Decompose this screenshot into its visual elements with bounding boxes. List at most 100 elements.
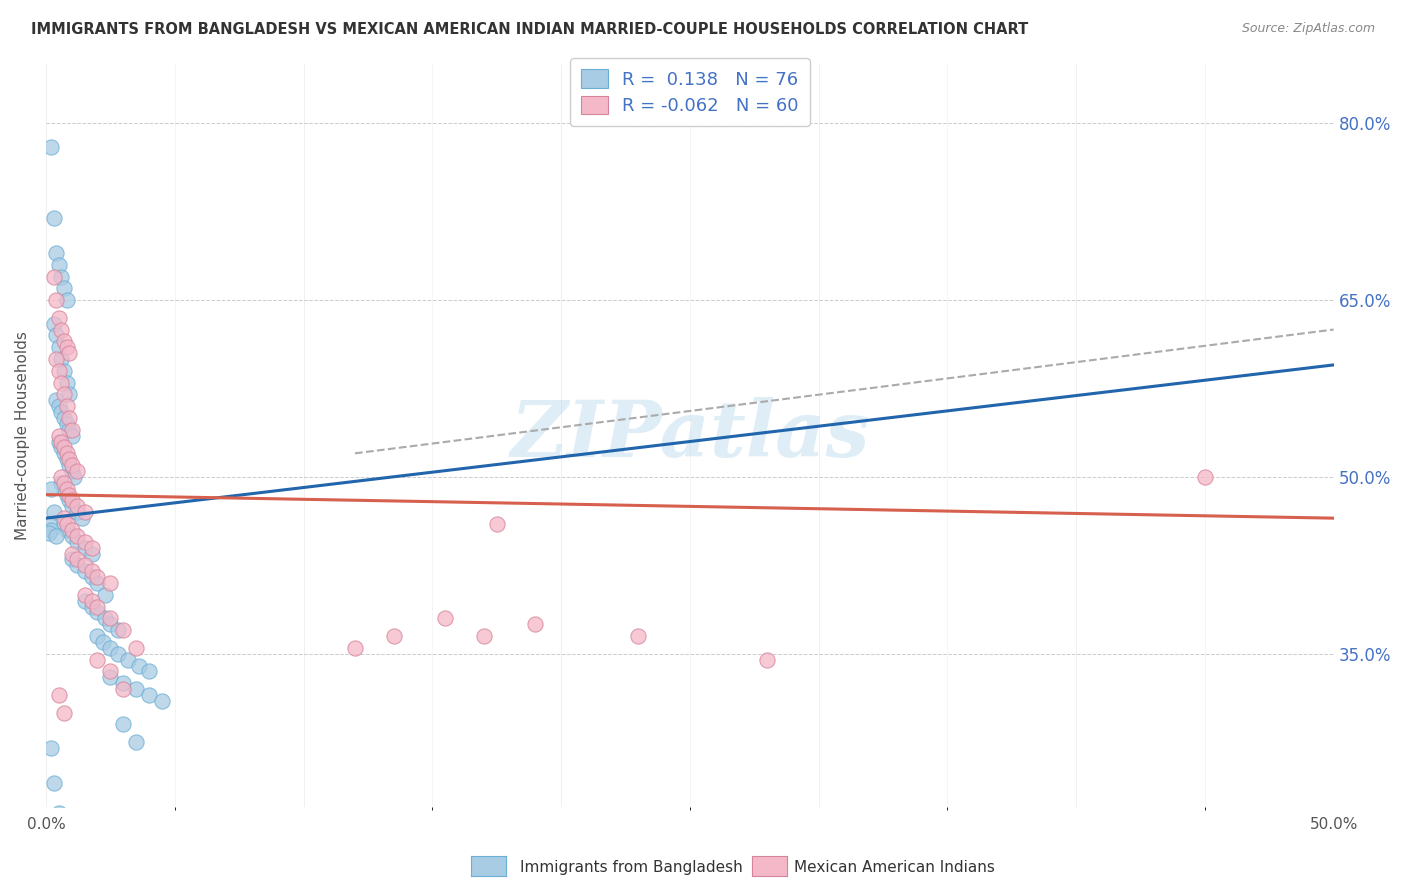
Point	[58, 411, 80, 425]
Point	[627, 629, 650, 643]
Point	[60, 464, 83, 478]
Point	[63, 470, 86, 484]
Point	[55, 340, 77, 354]
Point	[38, 517, 60, 532]
Point	[60, 423, 83, 437]
Point	[66, 552, 89, 566]
Point	[82, 599, 104, 614]
Point	[48, 258, 70, 272]
Point	[125, 682, 148, 697]
Point	[48, 805, 70, 820]
Point	[53, 706, 76, 720]
Point	[73, 588, 96, 602]
Point	[485, 517, 508, 532]
Point	[53, 411, 76, 425]
Point	[53, 517, 76, 532]
Point	[51, 470, 73, 484]
Point	[138, 665, 160, 679]
Text: ZIPatlas: ZIPatlas	[510, 398, 869, 474]
Point	[58, 458, 80, 472]
Point	[138, 688, 160, 702]
Point	[98, 640, 121, 655]
Point	[73, 534, 96, 549]
Point	[86, 652, 108, 666]
Point	[112, 676, 135, 690]
Point	[112, 623, 135, 637]
Point	[82, 593, 104, 607]
Point	[48, 340, 70, 354]
Point	[82, 547, 104, 561]
Point	[117, 652, 139, 666]
Point	[60, 529, 83, 543]
Point	[66, 534, 89, 549]
Point	[39, 140, 62, 154]
Point	[42, 317, 65, 331]
Point	[48, 364, 70, 378]
Point	[1194, 470, 1216, 484]
Point	[51, 322, 73, 336]
Point	[51, 441, 73, 455]
Point	[66, 529, 89, 543]
Text: IMMIGRANTS FROM BANGLADESH VS MEXICAN AMERICAN INDIAN MARRIED-COUPLE HOUSEHOLDS : IMMIGRANTS FROM BANGLADESH VS MEXICAN AM…	[31, 22, 1028, 37]
Point	[45, 293, 67, 307]
Point	[53, 446, 76, 460]
Point	[66, 505, 89, 519]
Point	[756, 652, 779, 666]
Point	[98, 670, 121, 684]
Point	[86, 599, 108, 614]
Point	[53, 441, 76, 455]
Point	[82, 564, 104, 578]
Point	[86, 606, 108, 620]
Point	[82, 541, 104, 555]
Point	[39, 482, 62, 496]
Point	[53, 482, 76, 496]
Point	[51, 475, 73, 490]
Point	[73, 505, 96, 519]
Point	[73, 564, 96, 578]
Point	[39, 523, 62, 537]
Text: Immigrants from Bangladesh: Immigrants from Bangladesh	[520, 860, 742, 874]
Point	[343, 640, 366, 655]
Point	[434, 611, 457, 625]
Point	[107, 647, 129, 661]
Point	[98, 617, 121, 632]
Point	[112, 682, 135, 697]
Point	[150, 694, 173, 708]
Point	[48, 434, 70, 449]
Point	[42, 776, 65, 790]
Point	[55, 523, 77, 537]
Y-axis label: Married-couple Households: Married-couple Households	[15, 331, 30, 540]
Point	[60, 552, 83, 566]
Point	[42, 269, 65, 284]
Point	[60, 547, 83, 561]
Point	[51, 376, 73, 390]
Point	[51, 405, 73, 419]
Text: Mexican American Indians: Mexican American Indians	[794, 860, 995, 874]
Point	[53, 364, 76, 378]
Point	[51, 434, 73, 449]
Point	[55, 399, 77, 413]
Point	[55, 417, 77, 431]
Point	[94, 611, 117, 625]
Point	[73, 593, 96, 607]
Point	[524, 617, 547, 632]
Point	[48, 428, 70, 442]
Point	[55, 446, 77, 460]
Point	[58, 346, 80, 360]
Point	[91, 635, 114, 649]
Point	[45, 246, 67, 260]
Point	[70, 511, 93, 525]
Point	[86, 576, 108, 591]
Point	[55, 482, 77, 496]
Point	[53, 511, 76, 525]
Point	[58, 387, 80, 401]
Point	[55, 376, 77, 390]
Point	[112, 717, 135, 731]
Point	[66, 558, 89, 573]
Point	[60, 458, 83, 472]
Point	[60, 523, 83, 537]
Point	[128, 658, 150, 673]
Point	[55, 293, 77, 307]
Point	[60, 493, 83, 508]
Point	[48, 310, 70, 325]
